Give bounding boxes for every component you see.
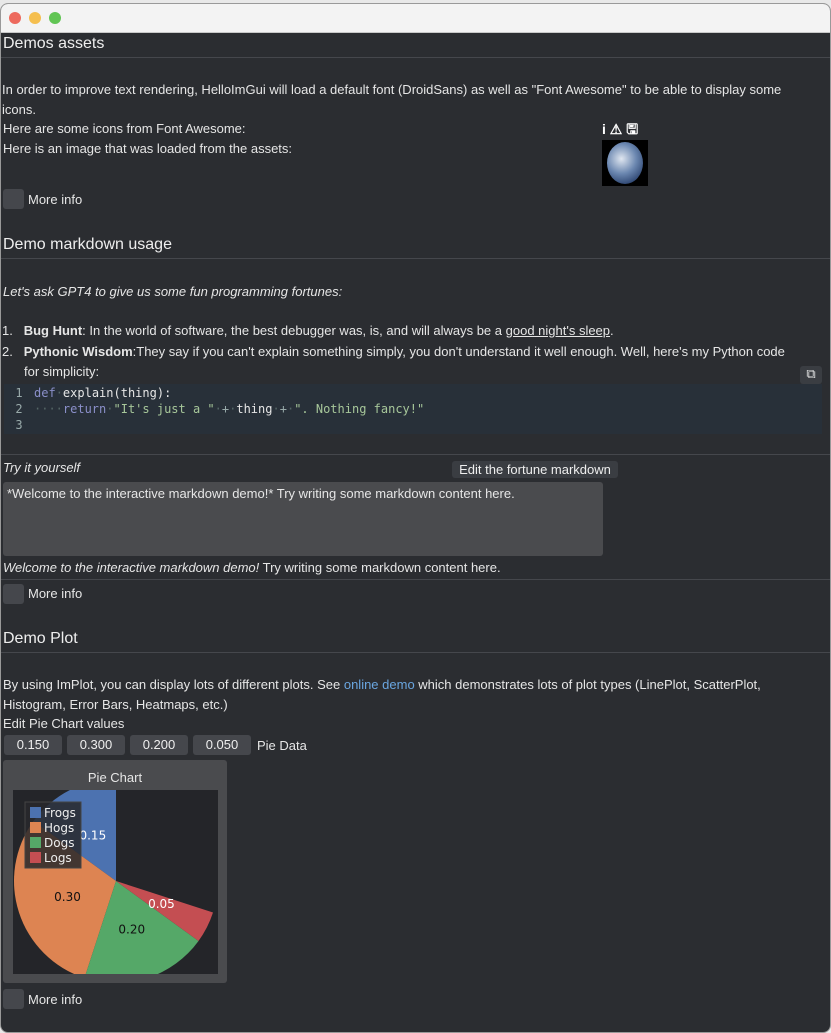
more-info-checkbox[interactable] xyxy=(3,989,24,1009)
fortune-title: Pythonic Wisdom xyxy=(23,344,133,359)
pie-label: 0.05 xyxy=(148,897,175,911)
legend-swatch[interactable] xyxy=(30,852,41,863)
edit-fortune-button[interactable]: Edit the fortune markdown xyxy=(452,461,618,478)
fortune-link[interactable]: good night's sleep xyxy=(505,323,611,338)
code-token: explain(thing): xyxy=(62,386,172,400)
pie-data-label: Pie Data xyxy=(257,738,307,753)
more-info-checkbox[interactable] xyxy=(3,584,24,604)
legend-entry[interactable]: Frogs xyxy=(44,806,76,820)
rendered-markdown: Welcome to the interactive markdown demo… xyxy=(3,560,501,575)
more-info-label: More info xyxy=(28,992,83,1007)
line-number: 1 xyxy=(15,386,23,400)
fortune-text-end: . xyxy=(610,323,614,338)
info-icon: i xyxy=(602,121,606,137)
pie-slice-logs[interactable] xyxy=(116,881,214,941)
pie-value-input-dogs[interactable]: 0.200 xyxy=(130,735,188,755)
pie-label: 0.30 xyxy=(54,890,81,904)
fortune-title: Bug Hunt xyxy=(23,323,83,338)
divider xyxy=(1,579,830,580)
pie-label: 0.15 xyxy=(79,829,106,843)
markdown-input[interactable]: *Welcome to the interactive markdown dem… xyxy=(3,482,603,556)
try-label: Try it yourself xyxy=(3,460,81,475)
icons-row: i ⚠ 🖫 xyxy=(602,119,638,143)
line-number: 3 xyxy=(15,418,23,432)
markdown-intro: Let's ask GPT4 to give us some fun progr… xyxy=(3,284,343,299)
code-token: ". Nothing fancy!" xyxy=(294,402,425,416)
more-info-label: More info xyxy=(28,586,83,601)
plot-desc-cont: Histogram, Error Bars, Heatmaps, etc.) xyxy=(3,697,228,712)
divider xyxy=(1,258,830,259)
more-info-label: More info xyxy=(28,192,83,207)
pie-label: 0.20 xyxy=(118,923,145,937)
minimize-button[interactable] xyxy=(29,12,41,24)
legend-entry[interactable]: Dogs xyxy=(44,836,74,850)
legend-entry[interactable]: Logs xyxy=(44,851,72,865)
section-title-markdown: Demo markdown usage xyxy=(3,236,172,253)
earth-image xyxy=(602,140,648,186)
pie-value-input-frogs[interactable]: 0.150 xyxy=(4,735,62,755)
section-title-plot: Demo Plot xyxy=(3,630,78,647)
title-bar xyxy=(1,4,830,33)
rendered-italic: Welcome to the interactive markdown demo… xyxy=(3,560,260,575)
section-title-assets: Demos assets xyxy=(3,35,105,52)
online-demo-link[interactable]: online demo xyxy=(343,677,415,692)
more-info-checkbox[interactable] xyxy=(3,189,24,209)
pie-value-input-logs[interactable]: 0.050 xyxy=(193,735,251,755)
code-token: def xyxy=(34,386,56,400)
save-icon: 🖫 xyxy=(626,121,639,137)
code-token: return xyxy=(62,402,107,416)
assets-intro-cont: icons. xyxy=(2,102,36,117)
pie-chart-frame: Pie Chart 0.15 0.30 0.20 0.05 Frogs Hogs Dogs L… xyxy=(3,760,227,983)
code-block: 1 def·explain(thing): 2 ····return·"It's j… xyxy=(4,384,822,434)
legend-swatch[interactable] xyxy=(30,822,41,833)
app-window: Demos assets In order to improve text re… xyxy=(0,3,831,1033)
close-button[interactable] xyxy=(9,12,21,24)
plot-desc-text: which demonstrates lots of plot types (L… xyxy=(414,677,761,692)
divider xyxy=(1,57,830,58)
plot-desc: By using ImPlot, you can display lots of… xyxy=(3,677,761,692)
legend-swatch[interactable] xyxy=(30,807,41,818)
pie-value-input-hogs[interactable]: 0.300 xyxy=(67,735,125,755)
rendered-text: Try writing some markdown content here. xyxy=(259,560,501,575)
divider xyxy=(1,652,830,653)
code-token: + xyxy=(221,402,230,416)
image-label: Here is an image that was loaded from th… xyxy=(3,141,293,156)
line-number: 2 xyxy=(15,402,23,416)
pie-slice-dogs[interactable] xyxy=(84,881,199,974)
list-number: 2. xyxy=(2,344,13,359)
icons-label: Here are some icons from Font Awesome: xyxy=(3,121,246,136)
edit-pie-label: Edit Pie Chart values xyxy=(3,716,125,731)
chart-title: Pie Chart xyxy=(87,770,143,785)
code-token: thing xyxy=(236,402,273,416)
copy-icon[interactable]: ⧉ xyxy=(800,366,822,384)
plot-desc-text: By using ImPlot, you can display lots of… xyxy=(3,677,344,692)
legend-swatch[interactable] xyxy=(30,837,41,848)
divider xyxy=(1,454,830,455)
legend-entry[interactable]: Hogs xyxy=(44,821,74,835)
fortune-item-2: 2. Pythonic Wisdom:They say if you can't… xyxy=(2,344,785,359)
code-token: "It's just a " xyxy=(113,402,215,416)
fortune-text: : In the world of software, the best deb… xyxy=(82,323,506,338)
warning-icon: ⚠ xyxy=(609,121,623,137)
list-number: 1. xyxy=(2,323,13,338)
fortune-item-2-cont: for simplicity: xyxy=(24,364,100,379)
fortune-item-1: 1. Bug Hunt: In the world of software, t… xyxy=(2,323,614,338)
maximize-button[interactable] xyxy=(49,12,61,24)
code-token: + xyxy=(279,402,287,416)
fortune-text: :They say if you can't explain something… xyxy=(132,344,785,359)
assets-intro: In order to improve text rendering, Hell… xyxy=(2,82,782,97)
